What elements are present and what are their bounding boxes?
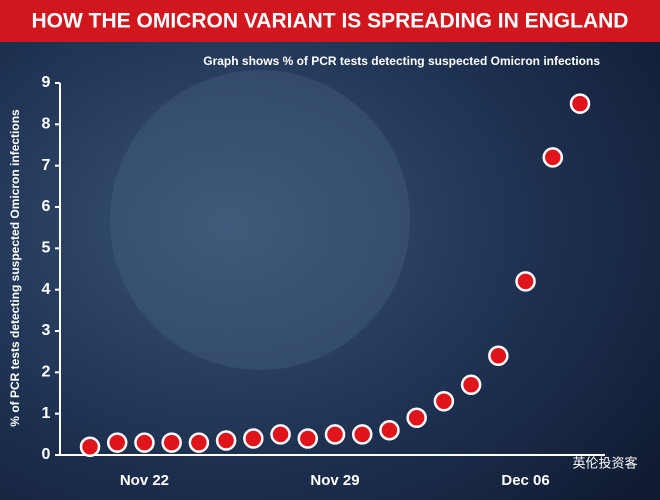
y-tick-label: 1 — [42, 405, 51, 422]
data-point — [188, 432, 210, 453]
y-tick-label: 5 — [42, 240, 51, 257]
watermark: 英伦投资客 — [572, 455, 637, 470]
y-tick-label: 0 — [42, 446, 51, 463]
data-point — [215, 430, 237, 451]
y-tick-label: 8 — [42, 116, 51, 133]
data-point — [569, 93, 591, 114]
data-point — [433, 391, 455, 412]
data-point — [515, 271, 536, 292]
y-tick-label: 2 — [42, 364, 51, 381]
chart-title: HOW THE OMICRON VARIANT IS SPREADING IN … — [32, 10, 629, 33]
data-point — [351, 424, 373, 445]
chart-subtitle: Graph shows % of PCR tests detecting sus… — [203, 54, 600, 68]
y-tick-label: 7 — [42, 157, 51, 174]
x-tick-label: Nov 22 — [120, 472, 169, 489]
y-tick-label: 9 — [42, 74, 51, 91]
data-point — [488, 345, 509, 367]
data-point — [161, 432, 182, 453]
y-tick-label: 4 — [42, 281, 51, 298]
data-point — [406, 407, 427, 429]
data-point — [243, 428, 264, 449]
data-point — [270, 424, 291, 445]
y-axis-label: % of PCR tests detecting suspected Omicr… — [8, 109, 22, 427]
data-point — [297, 428, 319, 449]
x-tick-label: Dec 06 — [501, 472, 549, 489]
data-point — [324, 424, 346, 445]
data-point — [379, 419, 400, 441]
title-banner — [0, 0, 660, 42]
data-point — [460, 374, 482, 395]
data-point — [542, 147, 564, 168]
data-point — [79, 436, 101, 457]
y-tick-label: 6 — [42, 198, 51, 215]
data-point — [134, 432, 155, 453]
virus-decoration — [110, 70, 410, 370]
y-tick-label: 3 — [42, 322, 51, 339]
x-tick-label: Nov 29 — [310, 472, 359, 489]
data-point — [106, 432, 128, 453]
